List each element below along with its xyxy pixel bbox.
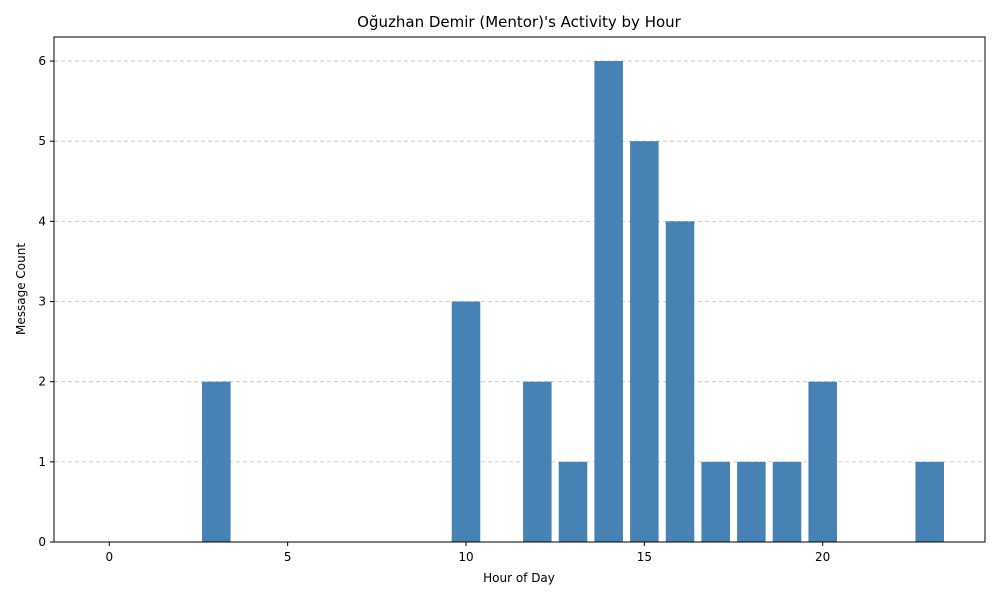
y-axis-ticks: 0 1 2 3 4 5 6 bbox=[38, 54, 54, 549]
grid-lines bbox=[54, 60, 985, 543]
bar-hour-20 bbox=[808, 381, 837, 542]
bar-hour-16 bbox=[665, 221, 695, 542]
y-tick-label: 4 bbox=[38, 214, 46, 228]
plot-frame bbox=[53, 36, 986, 543]
bar-hour-12 bbox=[523, 381, 552, 542]
x-axis-label: Hour of Day bbox=[483, 571, 555, 585]
y-tick-label: 0 bbox=[38, 535, 46, 549]
y-tick-label: 3 bbox=[38, 295, 46, 309]
x-tick-label: 5 bbox=[284, 550, 292, 564]
y-tick-label: 2 bbox=[38, 375, 46, 389]
bar-hour-19 bbox=[772, 461, 802, 542]
bar-hour-14 bbox=[594, 61, 623, 543]
x-tick-label: 20 bbox=[815, 550, 830, 564]
x-tick-label: 15 bbox=[637, 550, 652, 564]
y-axis-label: Message Count bbox=[14, 243, 28, 335]
bar-hour-10 bbox=[451, 301, 481, 542]
x-tick-label: 10 bbox=[458, 550, 473, 564]
bar-hour-3 bbox=[202, 381, 231, 542]
bars bbox=[202, 61, 944, 543]
y-tick-label: 5 bbox=[38, 134, 46, 148]
bar-hour-18 bbox=[737, 461, 766, 542]
y-tick-label: 6 bbox=[38, 54, 46, 68]
x-tick-label: 0 bbox=[105, 550, 113, 564]
y-tick-label: 1 bbox=[38, 455, 46, 469]
x-axis-ticks: 0 5 10 15 20 bbox=[105, 542, 830, 564]
bar-hour-13 bbox=[558, 461, 588, 542]
bar-hour-23 bbox=[915, 461, 944, 542]
bar-hour-15 bbox=[630, 141, 659, 542]
chart-title: Oğuzhan Demir (Mentor)'s Activity by Hou… bbox=[357, 13, 681, 31]
bar-hour-17 bbox=[701, 461, 730, 542]
